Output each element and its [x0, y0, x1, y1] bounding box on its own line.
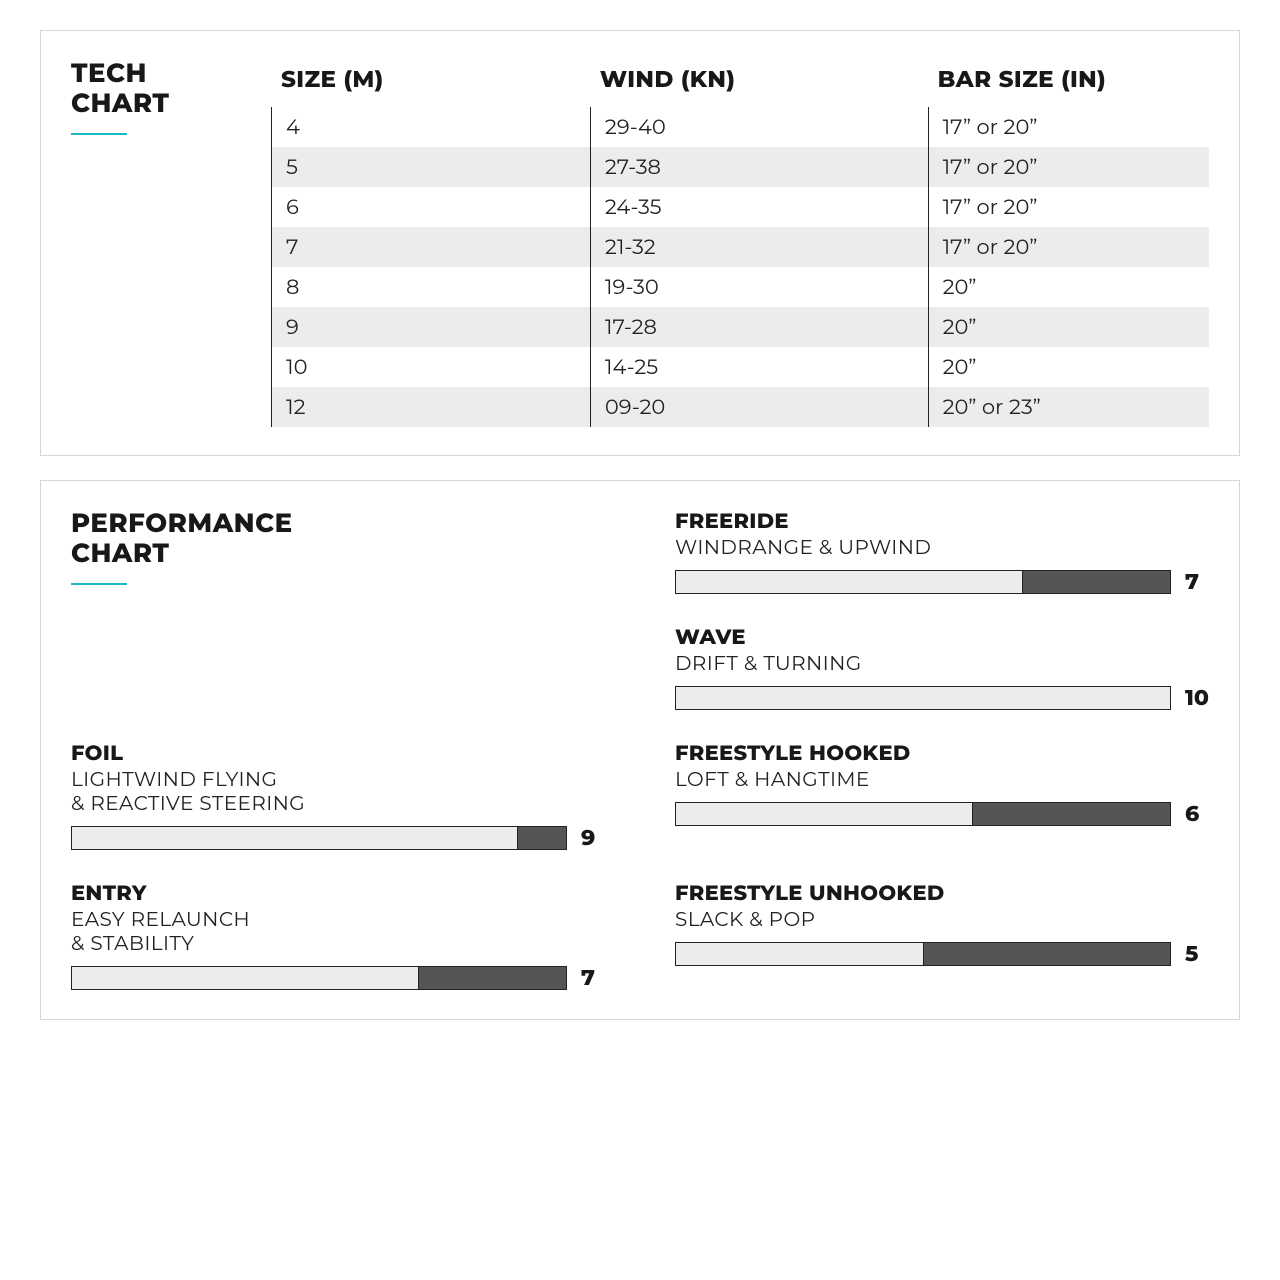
perf-item-freeride: FREERIDE WINDRANGE & UPWIND 7	[675, 509, 1209, 595]
perf-fshooked-title: FREESTYLE HOOKED	[675, 741, 1209, 766]
perf-freeride-bar	[675, 570, 1171, 594]
tech-chart-title-line1: TECH	[71, 57, 147, 89]
cell-bar: 20”	[928, 307, 1209, 347]
perf-fshooked-sub: LOFT & HANGTIME	[675, 768, 1209, 792]
cell-bar: 20” or 23”	[928, 387, 1209, 427]
perf-fshooked-bar	[675, 802, 1171, 826]
cell-size: 7	[271, 227, 590, 267]
cell-size: 4	[271, 107, 590, 147]
cell-size: 12	[271, 387, 590, 427]
perf-entry-sub: EASY RELAUNCH & STABILITY	[71, 908, 605, 956]
perf-foil-sub: LIGHTWIND FLYING & REACTIVE STEERING	[71, 768, 605, 816]
perf-fshooked-score: 6	[1185, 800, 1209, 827]
table-row: 1014-2520”	[271, 347, 1209, 387]
tech-chart-header: SIZE (M) WIND (KN) BAR SIZE (IN)	[271, 59, 1209, 107]
tech-col-size: SIZE (M)	[271, 65, 590, 93]
perf-item-entry: ENTRY EASY RELAUNCH & STABILITY 7	[71, 881, 605, 991]
cell-wind: 24-35	[590, 187, 928, 227]
perf-fsunhook-sub: SLACK & POP	[675, 908, 1209, 932]
cell-wind: 17-28	[590, 307, 928, 347]
tech-col-bar: BAR SIZE (IN)	[928, 65, 1209, 93]
cell-wind: 19-30	[590, 267, 928, 307]
cell-bar: 20”	[928, 267, 1209, 307]
perf-freeride-sub: WINDRANGE & UPWIND	[675, 536, 1209, 560]
perf-item-wave: WAVE DRIFT & TURNING 10	[675, 625, 1209, 711]
perf-wave-title: WAVE	[675, 625, 1209, 650]
table-row: 527-3817” or 20”	[271, 147, 1209, 187]
cell-size: 6	[271, 187, 590, 227]
tech-col-wind: WIND (KN)	[590, 65, 928, 93]
perf-title-line2: CHART	[71, 537, 169, 569]
tech-chart-title-line2: CHART	[71, 87, 169, 119]
cell-wind: 14-25	[590, 347, 928, 387]
perf-entry-title: ENTRY	[71, 881, 605, 906]
tech-chart-body: 429-4017” or 20”527-3817” or 20”624-3517…	[271, 107, 1209, 427]
perf-foil-title: FOIL	[71, 741, 605, 766]
perf-item-freestyle-hooked: FREESTYLE HOOKED LOFT & HANGTIME 6	[675, 741, 1209, 827]
table-row: 819-3020”	[271, 267, 1209, 307]
table-row: 429-4017” or 20”	[271, 107, 1209, 147]
table-row: 1209-2020” or 23”	[271, 387, 1209, 427]
perf-wave-sub: DRIFT & TURNING	[675, 652, 1209, 676]
perf-item-freestyle-unhooked: FREESTYLE UNHOOKED SLACK & POP 5	[675, 881, 1209, 967]
cell-size: 8	[271, 267, 590, 307]
perf-item-foil: FOIL LIGHTWIND FLYING & REACTIVE STEERIN…	[71, 741, 605, 851]
perf-foil-score: 9	[581, 824, 605, 851]
performance-chart-title: PERFORMANCE CHART	[71, 509, 293, 579]
cell-wind: 29-40	[590, 107, 928, 147]
cell-size: 5	[271, 147, 590, 187]
cell-size: 9	[271, 307, 590, 347]
tech-chart-title: TECH CHART	[71, 59, 169, 129]
perf-entry-score: 7	[581, 964, 605, 991]
table-row: 917-2820”	[271, 307, 1209, 347]
table-row: 624-3517” or 20”	[271, 187, 1209, 227]
table-row: 721-3217” or 20”	[271, 227, 1209, 267]
perf-entry-bar	[71, 966, 567, 990]
perf-fsunhook-title: FREESTYLE UNHOOKED	[675, 881, 1209, 906]
perf-freeride-title: FREERIDE	[675, 509, 1209, 534]
cell-bar: 17” or 20”	[928, 187, 1209, 227]
perf-freeride-score: 7	[1185, 568, 1209, 595]
perf-wave-score: 10	[1185, 684, 1209, 711]
performance-chart-panel: PERFORMANCE CHART FREERIDE WINDRANGE & U…	[40, 480, 1240, 1020]
perf-fsunhook-score: 5	[1185, 940, 1209, 967]
cell-size: 10	[271, 347, 590, 387]
perf-fsunhook-bar	[675, 942, 1171, 966]
perf-wave-bar	[675, 686, 1171, 710]
cell-wind: 09-20	[590, 387, 928, 427]
cell-bar: 20”	[928, 347, 1209, 387]
cell-wind: 27-38	[590, 147, 928, 187]
cell-bar: 17” or 20”	[928, 227, 1209, 267]
perf-foil-bar	[71, 826, 567, 850]
cell-bar: 17” or 20”	[928, 107, 1209, 147]
cell-bar: 17” or 20”	[928, 147, 1209, 187]
cell-wind: 21-32	[590, 227, 928, 267]
tech-chart-panel: TECH CHART SIZE (M) WIND (KN) BAR SIZE (…	[40, 30, 1240, 456]
perf-title-line1: PERFORMANCE	[71, 507, 293, 539]
